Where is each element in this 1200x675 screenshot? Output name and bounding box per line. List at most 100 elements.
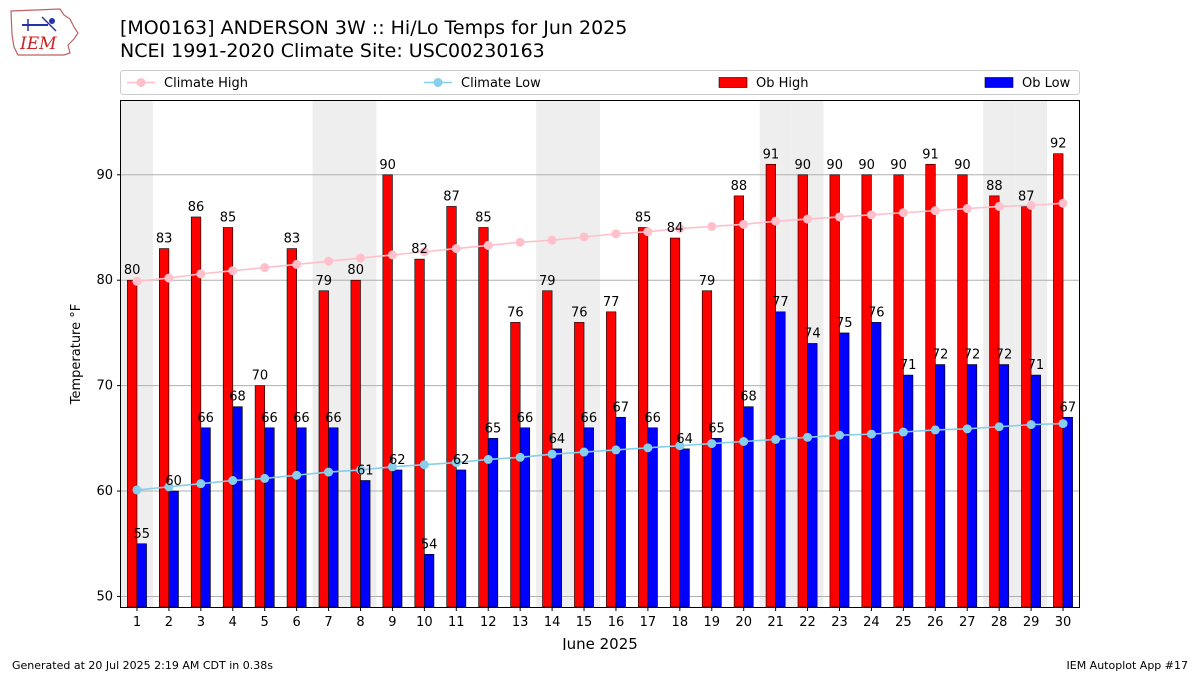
climate-low-point-23	[835, 430, 844, 440]
climate-low-point-4	[228, 476, 238, 485]
climate-low-point-5	[260, 473, 270, 483]
ob-low-bar-20	[743, 406, 754, 608]
ob-high-bar-19	[701, 290, 713, 608]
ob-low-label-29: 71	[1028, 358, 1045, 373]
ob-high-label-18: 84	[667, 221, 684, 236]
climate-high-point-3	[196, 269, 206, 279]
climate-low-point-16	[611, 445, 621, 455]
climate-low-point-11	[451, 458, 461, 468]
x-tick-label-29: 29	[1023, 615, 1040, 630]
ob-high-bar-26	[925, 163, 936, 608]
ob-high-bar-11	[446, 206, 457, 608]
climate-low-point-6	[292, 470, 302, 480]
climate-high-point-25	[898, 208, 908, 218]
ob-high-label-5: 70	[252, 369, 269, 384]
ob-high-bar-6	[286, 248, 297, 608]
ob-high-bar-23	[829, 174, 840, 608]
ob-high-label-12: 85	[475, 211, 492, 226]
ob-low-label-4: 68	[229, 390, 246, 405]
ob-high-bar-22	[797, 174, 808, 608]
iem-logo: IEM	[10, 8, 79, 56]
legend-ob-high-swatch	[718, 77, 748, 88]
bar-value-labels: 80 83 86 85 70 83 79 80 90 82 87 85 76 79 76 77 85 84 79 88…	[124, 137, 1076, 553]
legend-ob-high-label: Ob High	[756, 76, 809, 91]
ob-low-bar-22	[807, 343, 818, 608]
x-tick-label-27: 27	[959, 615, 976, 630]
ob-high-bar-18	[669, 237, 681, 608]
y-tick-label-80: 80	[96, 273, 113, 288]
x-tick-label-11: 11	[448, 615, 465, 630]
x-tick-label-18: 18	[672, 615, 689, 630]
ob-low-bar-8	[360, 480, 371, 608]
ob-low-label-28: 72	[996, 348, 1013, 363]
climate-low-point-21	[771, 434, 781, 444]
ob-high-bar-8	[350, 279, 361, 608]
ob-low-label-2: 60	[165, 474, 182, 489]
climate-low-point-24	[866, 429, 876, 439]
ob-low-label-16: 67	[612, 400, 629, 415]
climate-low-point-29	[1026, 420, 1036, 430]
x-tick-label-15: 15	[576, 615, 593, 630]
ob-low-bar-25	[903, 374, 914, 608]
x-tick-label-22: 22	[799, 615, 816, 630]
ob-high-bar-15	[574, 322, 585, 608]
climate-high-point-9	[387, 250, 397, 260]
ob-low-bar-14	[551, 448, 562, 608]
ob-low-bar-1	[136, 543, 147, 608]
ob-high-bar-10	[414, 258, 425, 608]
x-tick-label-19: 19	[703, 615, 720, 630]
ob-low-bar-18	[679, 448, 690, 608]
ob-high-label-4: 85	[220, 211, 237, 226]
ob-high-label-25: 90	[890, 158, 907, 173]
climate-low-point-30	[1058, 419, 1068, 429]
climate-high-point-26	[930, 206, 940, 216]
ob-high-label-21: 91	[763, 147, 780, 162]
climate-low-point-8	[356, 465, 365, 475]
ob-low-label-8: 61	[357, 464, 374, 479]
temperature-chart: 8083868570837980908287857679767785847988…	[69, 70, 1080, 650]
x-tick-label-10: 10	[416, 615, 433, 630]
x-tick-label-7: 7	[324, 615, 332, 630]
climate-high-line	[136, 202, 1064, 283]
x-tick-label-21: 21	[767, 615, 784, 630]
climate-high-point-7	[324, 256, 334, 266]
legend-ob-low-swatch	[984, 77, 1014, 88]
x-tick-label-26: 26	[927, 615, 944, 630]
ob-low-label-12: 65	[485, 421, 502, 436]
ob-high-label-20: 88	[731, 179, 748, 194]
climate-low-point-3	[196, 479, 206, 489]
ob-low-label-18: 64	[676, 432, 693, 447]
climate-high-point-20	[739, 219, 749, 229]
ob-high-bar-21	[765, 163, 776, 608]
climate-high-point-13	[515, 237, 525, 247]
y-axis-label: Temperature °F	[69, 304, 84, 405]
x-tick-label-3: 3	[197, 615, 205, 630]
climate-lines	[132, 198, 1068, 495]
ob-low-label-22: 74	[804, 326, 821, 341]
ob-low-bar-11	[455, 469, 467, 608]
ob-low-bar-29	[1030, 374, 1041, 608]
climate-high-point-28	[994, 201, 1004, 211]
x-tick-label-30: 30	[1055, 615, 1072, 630]
ob-high-label-27: 90	[954, 158, 971, 173]
ob-high-bar-30	[1053, 153, 1064, 608]
climate-low-point-25	[898, 427, 908, 437]
ob-high-bar-28	[989, 195, 1000, 608]
climate-low-point-2	[164, 482, 174, 492]
chart-subtitle: NCEI 1991-2020 Climate Site: USC00230163	[120, 40, 545, 62]
ob-high-bar-24	[861, 174, 872, 608]
ob-low-label-1: 55	[133, 527, 150, 542]
ob-high-label-14: 79	[539, 274, 556, 289]
ob-high-label-9: 90	[379, 158, 396, 173]
x-tick-label-23: 23	[831, 615, 848, 630]
ob-low-bar-23	[839, 332, 850, 608]
ob-low-label-17: 66	[644, 411, 661, 426]
ob-low-label-27: 72	[964, 348, 981, 363]
ob-high-label-7: 79	[316, 274, 333, 289]
climate-low-point-13	[515, 452, 525, 462]
ob-low-bar-7	[328, 427, 339, 608]
x-tick-label-16: 16	[608, 615, 625, 630]
ob-high-label-17: 85	[635, 211, 652, 226]
climate-low-point-20	[739, 436, 749, 446]
